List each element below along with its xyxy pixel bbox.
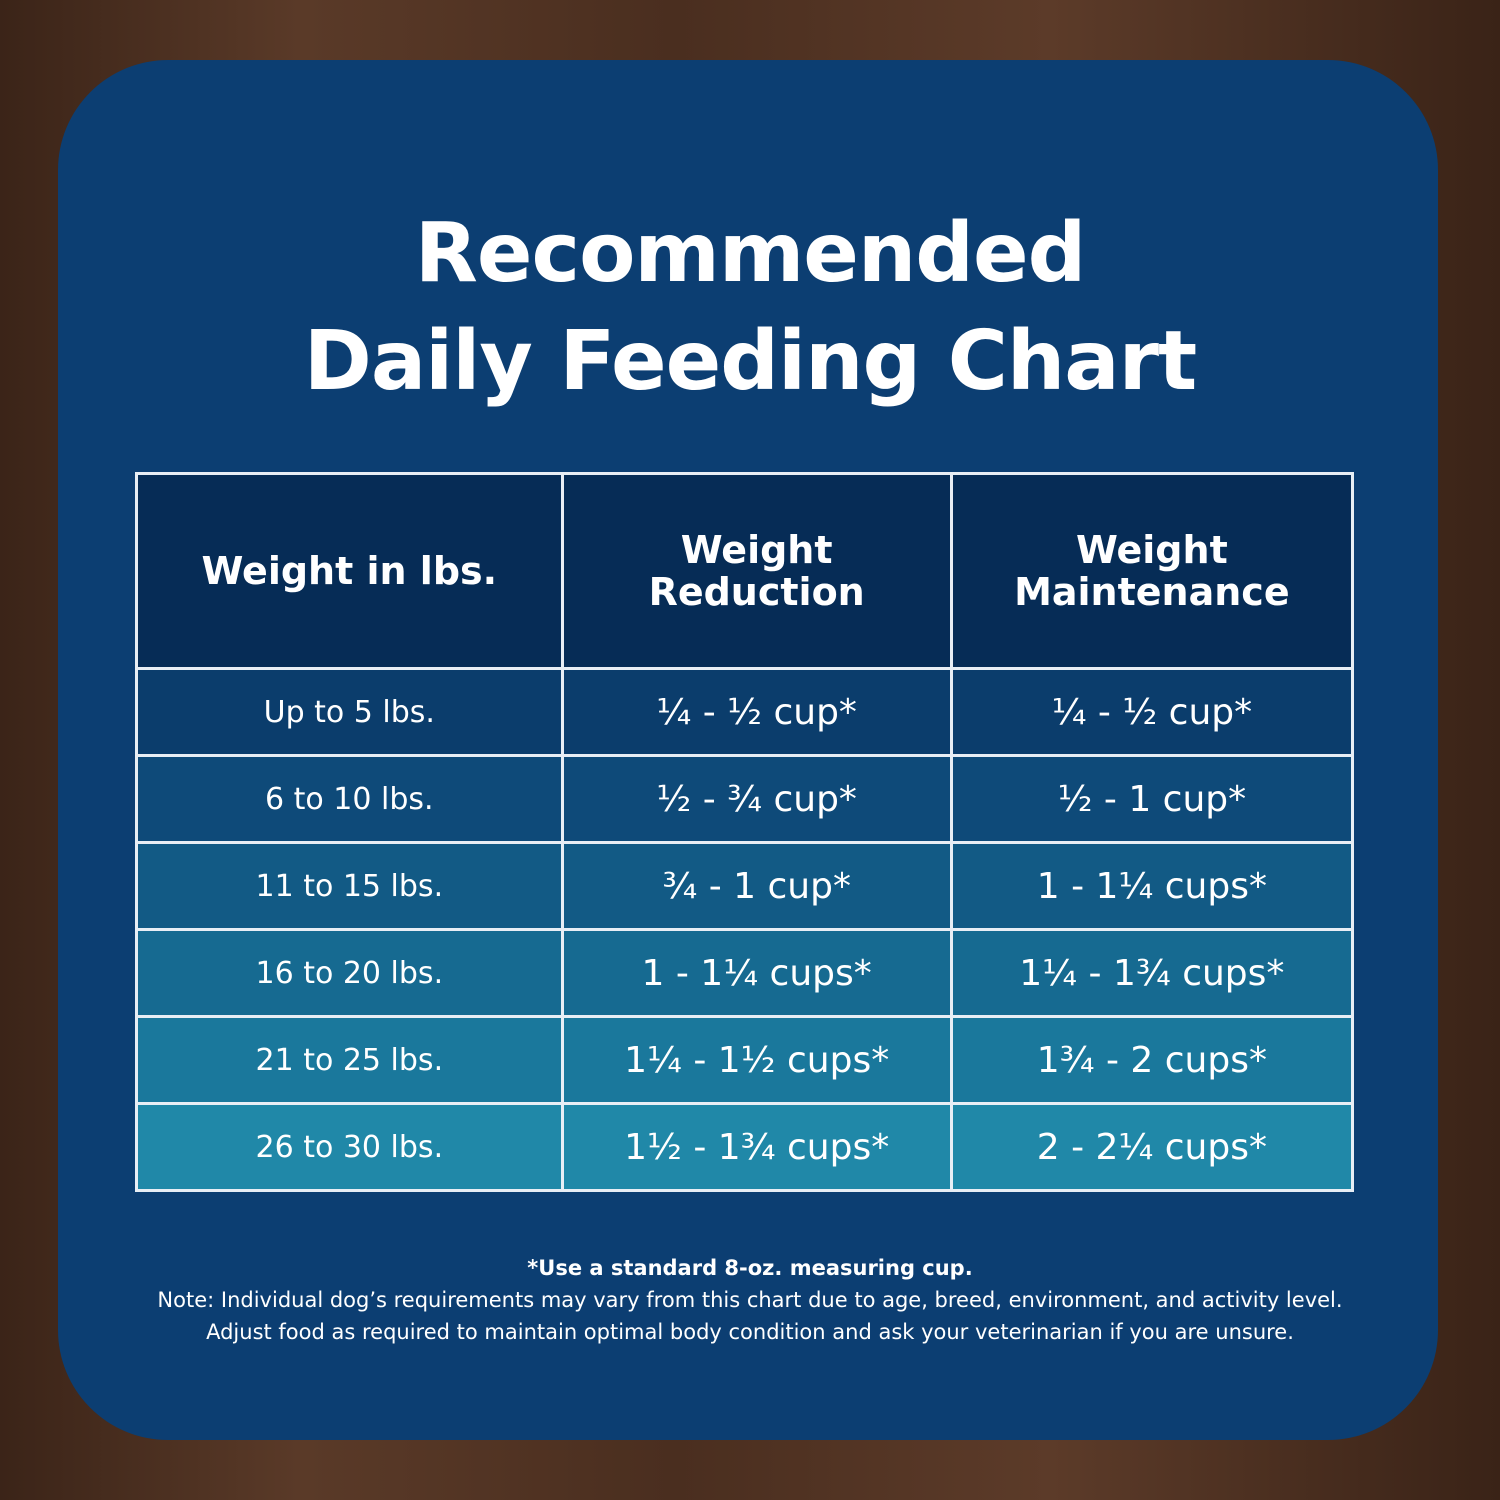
- table-cell: 1½ - 1¾ cups*: [560, 1102, 953, 1192]
- table-cell: 1¼ - 1½ cups*: [560, 1015, 953, 1105]
- table-cell: Up to 5 lbs.: [135, 667, 564, 757]
- title-line: Recommended: [414, 206, 1087, 301]
- table-cell: 16 to 20 lbs.: [135, 928, 564, 1018]
- table-cell: 6 to 10 lbs.: [135, 754, 564, 844]
- table-row: 26 to 30 lbs. 1½ - 1¾ cups* 2 - 2¼ cups*: [135, 1102, 1355, 1192]
- table-cell: 1¾ - 2 cups*: [949, 1015, 1355, 1105]
- table-row: 16 to 20 lbs. 1 - 1¼ cups* 1¼ - 1¾ cups*: [135, 928, 1355, 1018]
- table-cell: 1¼ - 1¾ cups*: [949, 928, 1355, 1018]
- table-row: 11 to 15 lbs. ¾ - 1 cup* 1 - 1¼ cups*: [135, 841, 1355, 931]
- table-cell: ½ - 1 cup*: [949, 754, 1355, 844]
- table-row: Up to 5 lbs. ¼ - ½ cup* ¼ - ½ cup*: [135, 667, 1355, 757]
- note: Note: Individual dog’s requirements may …: [157, 1288, 1343, 1312]
- notes: *Use a standard 8-oz. measuring cup. Not…: [0, 1252, 1500, 1348]
- title-line: Daily Feeding Chart: [303, 314, 1198, 409]
- header-cell: Weight Maintenance: [949, 472, 1355, 670]
- footnote: *Use a standard 8-oz. measuring cup.: [527, 1256, 973, 1280]
- feeding-table: Weight in lbs. Weight Reduction Weight Mai…: [135, 472, 1355, 1192]
- table-cell: 11 to 15 lbs.: [135, 841, 564, 931]
- table-cell: 26 to 30 lbs.: [135, 1102, 564, 1192]
- table-cell: ¾ - 1 cup*: [560, 841, 953, 931]
- header-cell: Weight in lbs.: [135, 472, 564, 670]
- table-cell: ¼ - ½ cup*: [560, 667, 953, 757]
- title: Recommended Daily Feeding Chart: [0, 200, 1500, 416]
- table-cell: 1 - 1¼ cups*: [949, 841, 1355, 931]
- table-cell: 21 to 25 lbs.: [135, 1015, 564, 1105]
- table-cell: 2 - 2¼ cups*: [949, 1102, 1355, 1192]
- table-cell: ¼ - ½ cup*: [949, 667, 1355, 757]
- table-row: 21 to 25 lbs. 1¼ - 1½ cups* 1¾ - 2 cups*: [135, 1015, 1355, 1105]
- table-row: 6 to 10 lbs. ½ - ¾ cup* ½ - 1 cup*: [135, 754, 1355, 844]
- table-cell: 1 - 1¼ cups*: [560, 928, 953, 1018]
- note: Adjust food as required to maintain opti…: [206, 1320, 1294, 1344]
- table-cell: ½ - ¾ cup*: [560, 754, 953, 844]
- header-cell: Weight Reduction: [560, 472, 953, 670]
